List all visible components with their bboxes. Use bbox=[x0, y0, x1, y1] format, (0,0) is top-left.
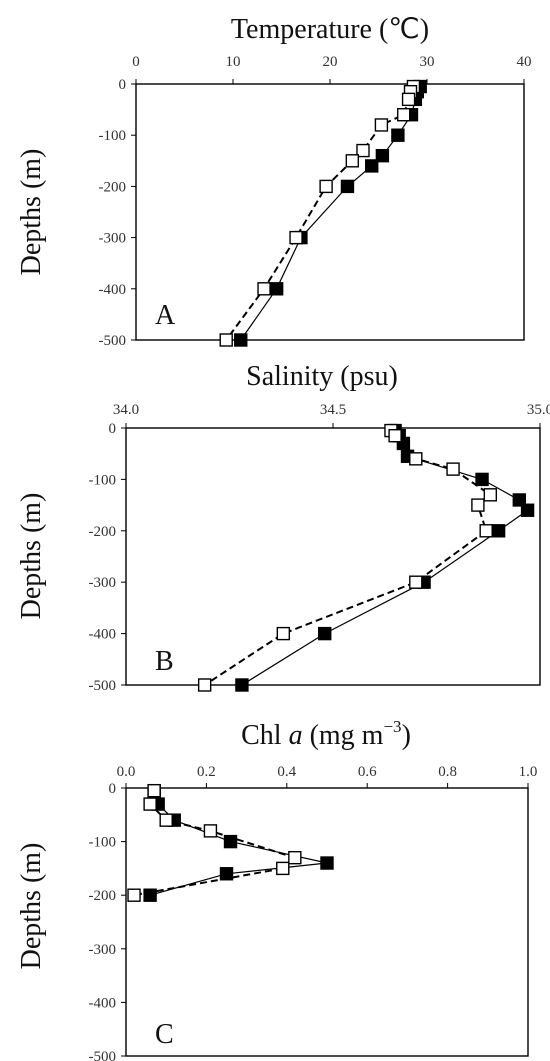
open-square-marker bbox=[409, 452, 423, 466]
open-square-marker bbox=[147, 783, 161, 798]
chart-panel-c: Chl a (mg m−3) Depths (m) C 0.0 0.2 0.4 0.6… bbox=[16, 717, 538, 1061]
series-line-solid bbox=[240, 86, 421, 341]
x-axis-title: Salinity (psu) bbox=[246, 361, 398, 392]
y-tick-label: -300 bbox=[89, 942, 117, 958]
x-tick-label: 34.0 bbox=[113, 402, 139, 418]
x-axis-title: Temperature (℃) bbox=[231, 14, 429, 45]
x-axis-title-text: Chl bbox=[241, 720, 288, 751]
filled-square-marker bbox=[143, 888, 157, 902]
x-axis-title: Chl a (mg m−3) bbox=[241, 717, 411, 751]
open-square-marker bbox=[276, 861, 290, 876]
y-tick-label: 0 bbox=[109, 781, 117, 797]
open-square-marker bbox=[388, 429, 402, 443]
filled-square-marker bbox=[223, 834, 238, 849]
open-square-marker bbox=[197, 678, 212, 692]
filled-square-marker bbox=[234, 333, 248, 347]
plot-area bbox=[135, 83, 525, 341]
y-tick-label: -300 bbox=[99, 231, 127, 247]
x-axis-title-italic: a bbox=[289, 720, 303, 751]
open-square-marker bbox=[483, 488, 498, 502]
x-tick-label: 0.2 bbox=[197, 764, 216, 780]
filled-square-marker bbox=[491, 524, 506, 538]
y-tick-label: -500 bbox=[99, 333, 127, 349]
y-tick-label: 0 bbox=[119, 77, 127, 93]
filled-square-marker bbox=[512, 493, 526, 507]
panel-letter: A bbox=[155, 300, 176, 331]
x-axis-title-units: (mg m bbox=[303, 720, 384, 751]
open-square-marker bbox=[203, 824, 218, 838]
open-square-marker bbox=[446, 462, 460, 476]
x-axis-title-close: ) bbox=[402, 720, 411, 751]
filled-square-marker bbox=[318, 626, 332, 641]
filled-square-marker bbox=[219, 867, 234, 881]
open-square-marker bbox=[319, 179, 333, 194]
y-tick-label: -300 bbox=[89, 575, 117, 591]
y-tick-label: 0 bbox=[109, 421, 117, 437]
y-axis-title: Depths (m) bbox=[16, 493, 47, 620]
plot-area bbox=[125, 787, 529, 1057]
x-tick-label: 34.5 bbox=[320, 402, 346, 418]
x-tick-label: 30 bbox=[420, 54, 435, 70]
filled-square-marker bbox=[320, 856, 334, 870]
y-tick-label: -400 bbox=[89, 627, 117, 643]
filled-square-marker bbox=[269, 282, 284, 296]
filled-square-marker bbox=[340, 179, 355, 194]
x-tick-label: 10 bbox=[226, 54, 241, 70]
y-tick-label: -200 bbox=[99, 179, 127, 195]
y-tick-label: -100 bbox=[99, 128, 127, 144]
y-tick-label: -200 bbox=[89, 888, 117, 904]
x-tick-label: 0.0 bbox=[117, 764, 136, 780]
x-tick-label: 40 bbox=[517, 54, 532, 70]
series-line-solid bbox=[149, 790, 328, 896]
panel-letter: B bbox=[155, 646, 174, 677]
y-tick-label: -400 bbox=[99, 282, 127, 298]
x-tick-label: 1.0 bbox=[519, 764, 538, 780]
filled-square-marker bbox=[391, 128, 405, 142]
panel-letter: C bbox=[155, 1019, 174, 1050]
y-tick-label: -200 bbox=[89, 524, 117, 540]
open-square-marker bbox=[289, 230, 303, 245]
open-square-marker bbox=[397, 108, 411, 122]
plot-area bbox=[125, 427, 541, 686]
y-tick-label: -100 bbox=[89, 472, 117, 488]
filled-square-marker bbox=[475, 472, 489, 487]
y-tick-label: -500 bbox=[89, 678, 117, 694]
y-axis-title: Depths (m) bbox=[16, 149, 47, 276]
open-square-marker bbox=[288, 850, 302, 865]
filled-square-marker bbox=[520, 503, 535, 517]
open-square-marker bbox=[401, 92, 416, 107]
open-square-marker bbox=[257, 282, 271, 296]
open-square-marker bbox=[219, 333, 233, 347]
y-tick-label: -100 bbox=[89, 835, 117, 851]
x-tick-label: 0 bbox=[132, 54, 140, 70]
y-axis-title: Depths (m) bbox=[16, 843, 47, 970]
open-square-marker bbox=[345, 154, 360, 168]
open-square-marker bbox=[276, 626, 291, 641]
filled-square-marker bbox=[375, 148, 390, 163]
series-line-solid bbox=[241, 430, 529, 686]
x-tick-label: 0.8 bbox=[438, 764, 457, 780]
open-square-marker bbox=[471, 498, 485, 512]
open-square-marker bbox=[159, 813, 173, 827]
filled-square-marker bbox=[235, 678, 249, 692]
filled-square-marker bbox=[365, 159, 379, 173]
x-tick-label: 35.0 bbox=[527, 402, 550, 418]
y-tick-label: -400 bbox=[89, 995, 117, 1011]
chart-panel-b: Salinity (psu) Depths (m) B 34.0 34.5 35.0… bbox=[16, 361, 550, 694]
x-tick-label: 0.6 bbox=[358, 764, 377, 780]
open-square-marker bbox=[127, 888, 141, 902]
x-tick-label: 0.4 bbox=[277, 764, 296, 780]
open-square-marker bbox=[356, 143, 370, 158]
open-square-marker bbox=[409, 575, 423, 589]
open-square-marker bbox=[374, 118, 389, 132]
chart-panel-a: Temperature (℃) Depths (m) A 0 10 20 30 40 0 -… bbox=[16, 14, 532, 349]
open-square-marker bbox=[479, 524, 493, 538]
x-tick-label: 20 bbox=[323, 54, 338, 70]
open-square-marker bbox=[143, 797, 157, 811]
x-axis-title-exponent: −3 bbox=[383, 717, 401, 736]
y-tick-label: -500 bbox=[89, 1049, 117, 1061]
